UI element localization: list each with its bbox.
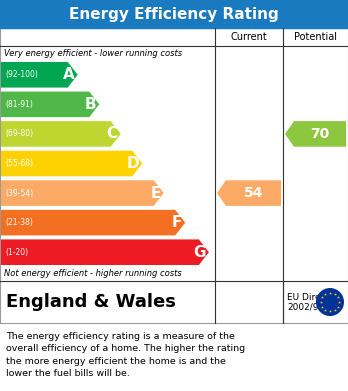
- Polygon shape: [1, 62, 78, 88]
- Text: C: C: [106, 126, 118, 142]
- Circle shape: [316, 288, 344, 316]
- Polygon shape: [1, 210, 185, 235]
- Polygon shape: [1, 239, 209, 265]
- Polygon shape: [1, 91, 99, 117]
- Text: (81-91): (81-91): [5, 100, 33, 109]
- Polygon shape: [285, 121, 346, 147]
- Text: Very energy efficient - lower running costs: Very energy efficient - lower running co…: [4, 49, 182, 58]
- Text: (69-80): (69-80): [5, 129, 33, 138]
- Text: EU Directive: EU Directive: [287, 294, 343, 303]
- Polygon shape: [1, 121, 121, 147]
- Text: F: F: [172, 215, 182, 230]
- Text: (55-68): (55-68): [5, 159, 33, 168]
- Text: E: E: [150, 186, 161, 201]
- Text: The energy efficiency rating is a measure of the
overall efficiency of a home. T: The energy efficiency rating is a measur…: [6, 332, 245, 378]
- Text: 2002/91/EC: 2002/91/EC: [287, 303, 339, 312]
- Polygon shape: [217, 180, 281, 206]
- Text: Potential: Potential: [294, 32, 337, 42]
- Text: Energy Efficiency Rating: Energy Efficiency Rating: [69, 7, 279, 22]
- Bar: [0, 0, 348, 28]
- Text: G: G: [193, 245, 206, 260]
- Text: 70: 70: [310, 127, 330, 141]
- Text: England & Wales: England & Wales: [6, 293, 176, 311]
- Text: (21-38): (21-38): [5, 218, 33, 227]
- Text: 54: 54: [244, 186, 263, 200]
- Text: D: D: [127, 156, 139, 171]
- Text: (1-20): (1-20): [5, 248, 28, 257]
- Text: A: A: [63, 67, 75, 82]
- Bar: [0, 28, 348, 323]
- Polygon shape: [1, 151, 142, 176]
- Text: (39-54): (39-54): [5, 188, 33, 197]
- Text: Current: Current: [231, 32, 267, 42]
- Text: B: B: [85, 97, 96, 112]
- Text: Not energy efficient - higher running costs: Not energy efficient - higher running co…: [4, 269, 182, 278]
- Polygon shape: [1, 180, 164, 206]
- Text: (92-100): (92-100): [5, 70, 38, 79]
